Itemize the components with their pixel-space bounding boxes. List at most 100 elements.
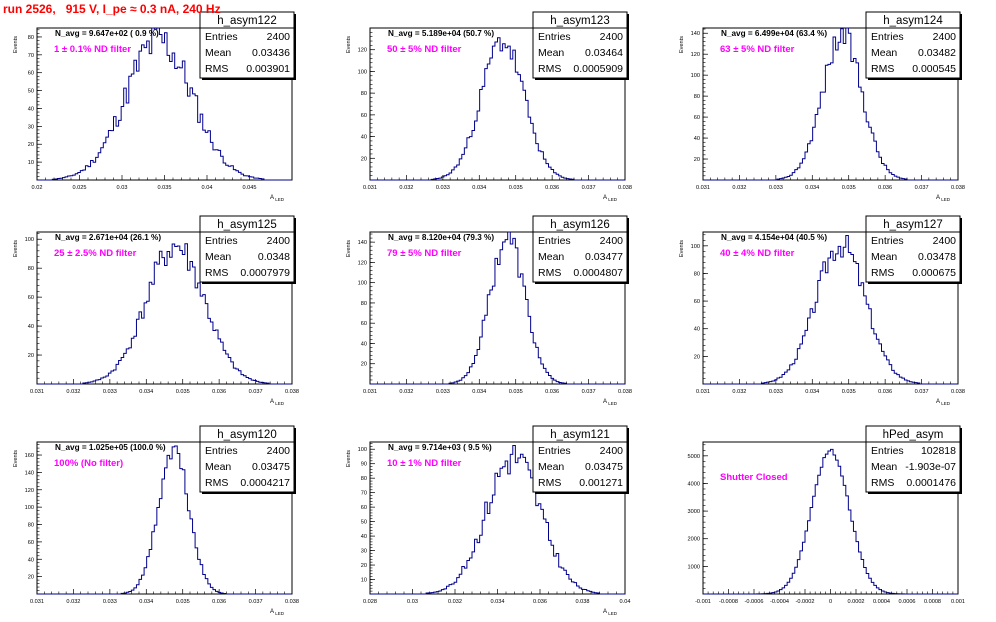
x-axis-label: A LED [270, 399, 285, 406]
histogram-panel-h_asym123: 0.031 0.032 0.033 0.034 0.035 0.036 0.037 0.038… [346, 11, 632, 202]
stats-label: Entries [871, 445, 904, 457]
x-tick-label: 0.032 [399, 389, 413, 395]
y-axis-label: Events [13, 240, 19, 257]
y-tick-label: 40 [28, 324, 34, 330]
x-tick-label: 0.034 [805, 185, 819, 191]
x-axis-label: A LED [936, 399, 951, 406]
x-tick-label: 0.04 [620, 599, 631, 605]
y-tick-label: 80 [694, 271, 700, 277]
stats-label: RMS [871, 63, 894, 75]
histogram-name: h_asym121 [550, 429, 609, 441]
x-tick-label: 0.031 [363, 185, 377, 191]
filter-annotation: 25 ± 2.5% ND filter [54, 248, 137, 259]
stats-label: Mean [871, 47, 897, 59]
histogram-panel-h_asym122: 0.02 0.025 0.03 0.035 0.04 0.045 10 20 30 40 50 60 7… [13, 11, 296, 202]
y-axis-label: Events [13, 450, 19, 467]
stats-label: Entries [538, 445, 571, 457]
x-tick-label: 0.038 [618, 185, 632, 191]
stats-value: 0.03478 [918, 251, 956, 263]
y-tick-label: 1000 [688, 564, 700, 570]
y-tick-label: 5000 [688, 454, 700, 460]
x-axis-label: A LED [603, 399, 618, 406]
x-tick-label: 0.037 [249, 599, 263, 605]
y-tick-label: 40 [28, 106, 34, 112]
stats-value: 0.0004807 [573, 267, 623, 279]
stats-value: 0.0004217 [240, 477, 290, 489]
x-tick-label: -0.0004 [770, 599, 789, 605]
histogram-title: N_avg = 2.671e+04 (26.1 %) [55, 233, 161, 242]
filter-annotation: 63 ± 5% ND filter [720, 44, 795, 55]
y-tick-label: 40 [28, 557, 34, 563]
x-tick-label: 0.038 [285, 389, 299, 395]
x-tick-label: 0.032 [66, 599, 80, 605]
y-tick-label: 80 [361, 301, 367, 307]
histogram-line [37, 445, 292, 595]
histogram-title: N_avg = 5.189e+04 (50.7 %) [388, 29, 494, 38]
x-tick-label: 0.035 [509, 185, 523, 191]
y-tick-label: 30 [361, 549, 367, 555]
x-tick-label: 0.038 [951, 185, 965, 191]
filter-annotation: 50 ± 5% ND filter [387, 44, 462, 55]
plot-frame [369, 27, 626, 181]
x-tick-label: 0.037 [582, 185, 596, 191]
y-tick-label: 40 [361, 534, 367, 540]
stats-label: Mean [538, 47, 564, 59]
x-tick-label: 0.033 [769, 389, 783, 395]
x-tick-label: 0.04 [202, 185, 213, 191]
plot-frame [36, 231, 293, 385]
stats-box [532, 11, 628, 79]
x-tick-label: 0.037 [249, 389, 263, 395]
y-tick-label: 4000 [688, 481, 700, 487]
y-tick-label: 50 [361, 520, 367, 526]
y-tick-label: 100 [358, 69, 367, 75]
stats-label: Entries [871, 235, 904, 247]
histogram-name: h_asym126 [550, 219, 609, 231]
x-tick-label: 0.032 [66, 389, 80, 395]
y-axis-label: Events [346, 450, 352, 467]
y-axis-label: Events [679, 240, 685, 257]
stats-value: 2400 [933, 31, 957, 43]
y-tick-label: 100 [358, 447, 367, 453]
y-axis-label: Events [13, 36, 19, 53]
stats-label: Entries [205, 235, 238, 247]
y-tick-label: 20 [28, 353, 34, 359]
y-tick-label: 80 [28, 35, 34, 41]
y-tick-label: 20 [28, 575, 34, 581]
filter-annotation: 10 ± 1% ND filter [387, 458, 462, 469]
plot-frame [702, 231, 959, 385]
y-tick-label: 80 [361, 91, 367, 97]
stats-value: 0.0007979 [240, 267, 290, 279]
y-tick-label: 60 [28, 295, 34, 301]
stats-value: 0.03477 [585, 251, 623, 263]
x-tick-label: 0.032 [732, 389, 746, 395]
stats-value: 102818 [921, 445, 956, 457]
y-tick-label: 120 [25, 488, 34, 494]
y-tick-label: 100 [358, 281, 367, 287]
y-tick-label: 60 [361, 113, 367, 119]
histogram-name: h_asym123 [550, 15, 609, 27]
y-tick-label: 70 [28, 53, 34, 59]
x-tick-label: 0.032 [448, 599, 462, 605]
y-tick-label: 60 [28, 540, 34, 546]
stats-value: 0.03475 [585, 461, 623, 473]
x-axis-label: A LED [270, 609, 285, 616]
histogram-panel-hPed_asym: -0.001 -0.0008 -0.0006 -0.0004 -0.0002 0 0.000… [688, 425, 965, 605]
stats-box [199, 425, 295, 493]
y-tick-label: 20 [361, 362, 367, 368]
y-tick-label: 3000 [688, 509, 700, 515]
x-axis-label: A LED [936, 195, 951, 202]
x-axis-label: A LED [270, 195, 285, 202]
stats-value: 2400 [267, 31, 291, 43]
plot-frame [369, 231, 626, 385]
y-tick-label: 120 [358, 48, 367, 54]
x-tick-label: -0.0002 [796, 599, 815, 605]
histogram-name: h_asym125 [217, 219, 276, 231]
x-tick-label: 0.036 [878, 185, 892, 191]
y-tick-label: 10 [28, 160, 34, 166]
stats-label: Entries [538, 31, 571, 43]
x-tick-label: 0.033 [103, 389, 117, 395]
histogram-line [703, 448, 958, 595]
stats-label: Entries [538, 235, 571, 247]
stats-value: 0.001271 [579, 477, 623, 489]
y-tick-label: 80 [28, 523, 34, 529]
